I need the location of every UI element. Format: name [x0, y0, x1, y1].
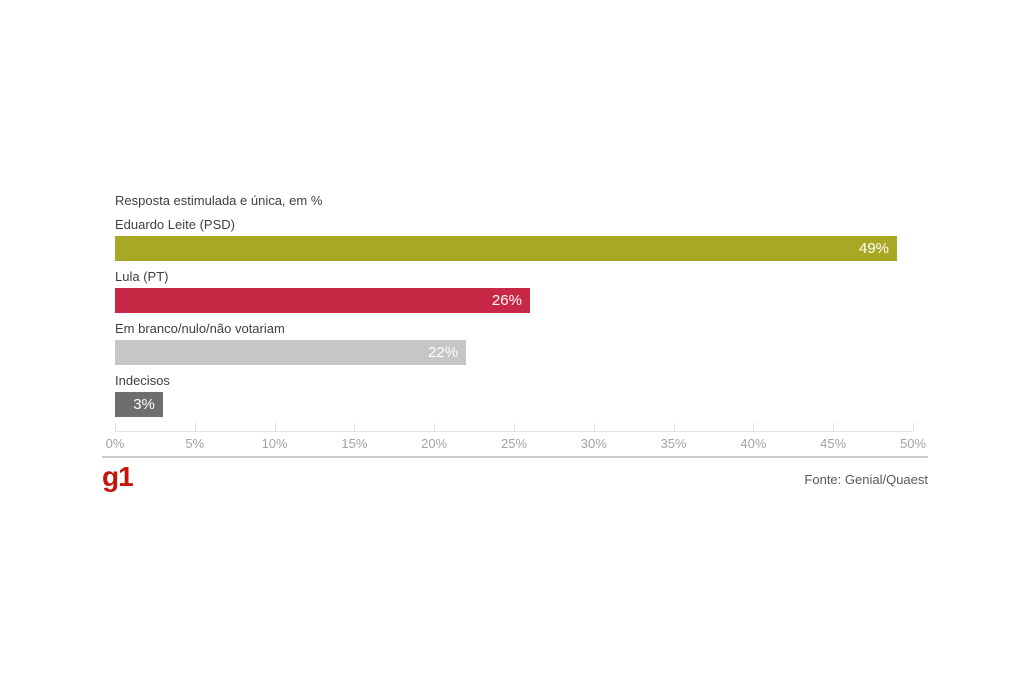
- source-text: Fonte: Genial/Quaest: [804, 472, 928, 487]
- x-axis-tick-label: 25%: [500, 436, 528, 451]
- bar-label: Eduardo Leite (PSD): [115, 217, 235, 232]
- x-axis-tick: [274, 423, 276, 431]
- x-axis-tick-label: 35%: [660, 436, 687, 451]
- chart-footer: g1 Fonte: Genial/Quaest: [102, 456, 928, 492]
- bar-label: Lula (PT): [115, 269, 169, 284]
- bar-fill: 3%: [115, 392, 163, 417]
- x-axis-tick-label: 15%: [341, 436, 368, 451]
- bar-fill: 26%: [115, 288, 530, 313]
- x-axis-tick-label: 30%: [580, 436, 607, 451]
- x-axis-tick: [514, 423, 515, 431]
- chart-subtitle: Resposta estimulada e única, em %: [115, 193, 323, 208]
- bar-fill: 49%: [115, 236, 898, 261]
- x-axis-tick: [115, 423, 116, 431]
- x-axis-tick-label: 5%: [185, 436, 205, 451]
- bar-row: Lula (PT) 26%: [115, 269, 913, 313]
- g1-logo: g1: [102, 461, 134, 492]
- x-axis-tick-label: 40%: [740, 436, 767, 451]
- bar-label: Em branco/nulo/não votariam: [115, 321, 285, 336]
- x-axis-tick-label: 20%: [421, 436, 448, 451]
- bar-value-label: 3%: [133, 396, 155, 413]
- x-axis-tick: [833, 423, 835, 431]
- x-axis-tick: [434, 423, 436, 431]
- x-axis-line: [115, 431, 913, 432]
- x-axis-tick: [753, 423, 755, 431]
- x-axis-tick-label: 50%: [899, 436, 927, 451]
- x-axis-tick: [354, 423, 356, 431]
- x-axis-tick: [194, 423, 196, 431]
- x-axis-tick-label: 10%: [261, 436, 288, 451]
- bar-track: 49%: [115, 236, 913, 261]
- bar-row: Em branco/nulo/não votariam 22%: [115, 321, 913, 365]
- x-axis-tick: [593, 423, 595, 431]
- bar-value-label: 49%: [859, 240, 890, 257]
- bar-fill: 22%: [115, 340, 467, 365]
- x-axis-tick: [673, 423, 675, 431]
- bar-label: Indecisos: [115, 373, 170, 388]
- x-axis-tick-label: 0%: [105, 436, 125, 451]
- bar-value-label: 22%: [428, 344, 459, 361]
- bar-track: 22%: [115, 340, 913, 365]
- bar-track: 3%: [115, 392, 913, 417]
- bar-track: 26%: [115, 288, 913, 313]
- bar-chart: Resposta estimulada e única, em % Eduard…: [106, 193, 926, 457]
- x-axis: 0% 5% 10% 15% 20% 25% 30% 35% 40% 45% 50%: [106, 423, 926, 457]
- bar-row: Indecisos 3%: [115, 373, 913, 417]
- x-axis-tick-label: 45%: [820, 436, 847, 451]
- bar-row: Eduardo Leite (PSD) 49%: [115, 217, 913, 261]
- bar-value-label: 26%: [491, 292, 522, 309]
- x-axis-tick: [913, 423, 914, 431]
